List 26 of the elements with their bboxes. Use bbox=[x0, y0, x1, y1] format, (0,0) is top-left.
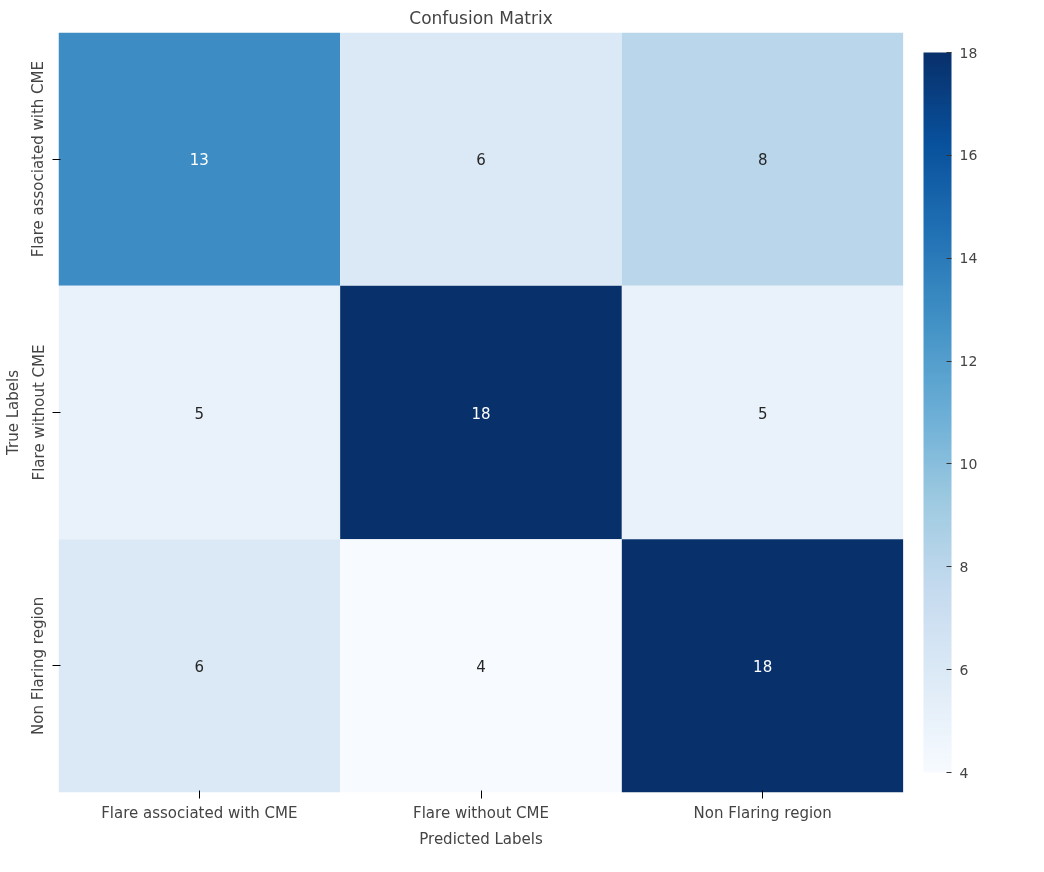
y-axis-title: True Labels bbox=[3, 369, 22, 456]
color-bar-label: 16 bbox=[959, 147, 978, 164]
data-label: 5 bbox=[194, 404, 205, 423]
data-label: 13 bbox=[189, 151, 209, 170]
x-tick-label: Non Flaring region bbox=[693, 803, 832, 822]
color-bar-label: 14 bbox=[959, 250, 978, 267]
data-label: 18 bbox=[471, 404, 491, 423]
data-label: 8 bbox=[757, 151, 768, 170]
y-tick-label: Flare without CME bbox=[29, 344, 48, 481]
y-tick-label: Flare associated with CME bbox=[29, 61, 48, 258]
data-label: 5 bbox=[757, 404, 768, 423]
color-bar-label: 8 bbox=[959, 558, 969, 575]
color-bar-label: 6 bbox=[959, 661, 969, 678]
data-label: 18 bbox=[753, 657, 773, 676]
color-bar-label: 12 bbox=[959, 353, 978, 370]
color-bar-label: 18 bbox=[959, 44, 978, 61]
data-label: 6 bbox=[476, 151, 486, 170]
color-bar-label: 10 bbox=[959, 455, 978, 472]
x-tick-label: Flare associated with CME bbox=[101, 803, 298, 822]
x-tick-label: Flare without CME bbox=[413, 803, 549, 822]
data-label: 4 bbox=[476, 657, 486, 676]
x-axis-title: Predicted Labels bbox=[419, 829, 543, 848]
chart-title: Confusion Matrix bbox=[409, 7, 553, 28]
color-bar-label: 4 bbox=[959, 764, 969, 781]
y-tick-label: Non Flaring region bbox=[29, 596, 48, 735]
data-label: 6 bbox=[194, 657, 205, 676]
